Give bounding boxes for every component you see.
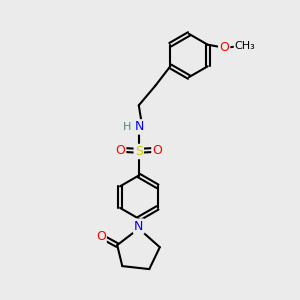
- Text: S: S: [135, 145, 143, 158]
- Text: O: O: [115, 143, 125, 157]
- Text: N: N: [134, 220, 143, 233]
- Text: CH₃: CH₃: [235, 41, 256, 51]
- Text: O: O: [219, 41, 229, 54]
- Text: N: N: [135, 120, 144, 134]
- Text: H: H: [123, 122, 131, 132]
- Text: O: O: [152, 143, 162, 157]
- Text: O: O: [96, 230, 106, 243]
